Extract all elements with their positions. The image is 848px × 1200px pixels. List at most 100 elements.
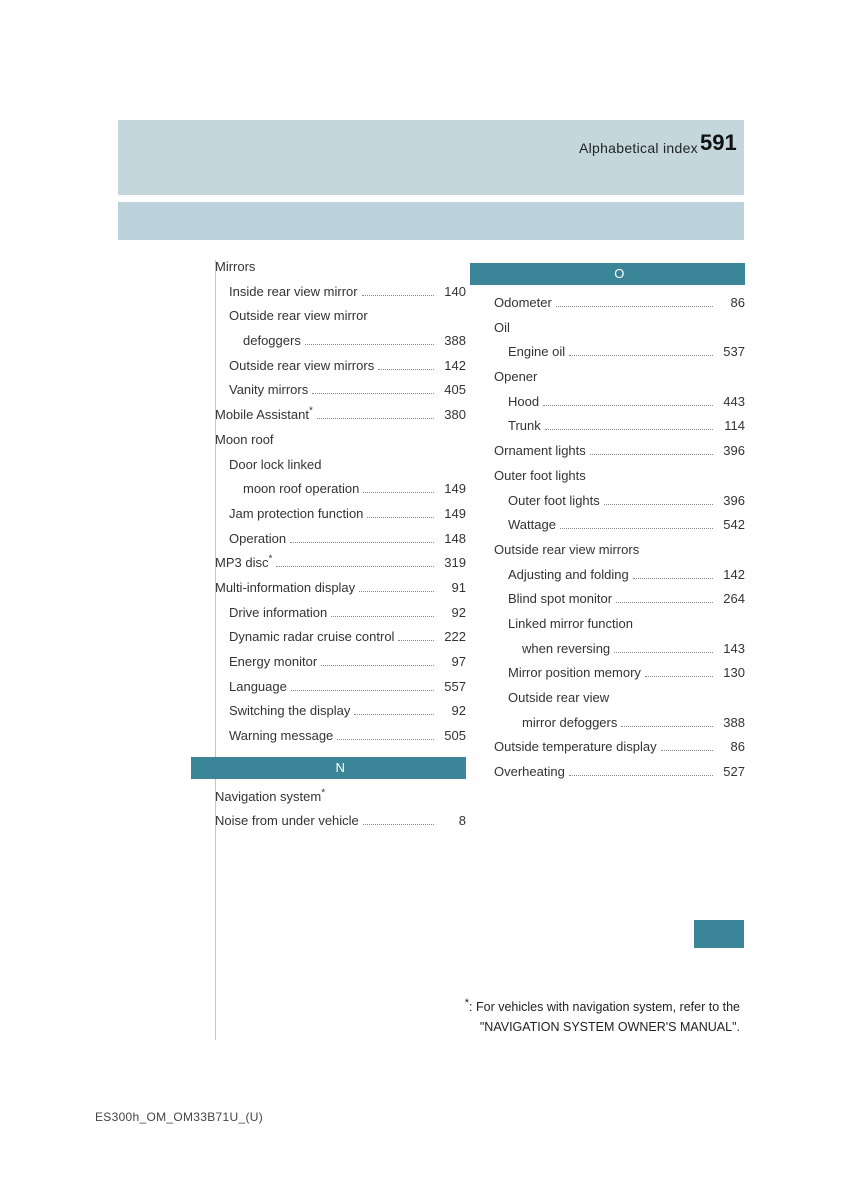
leader-dots bbox=[367, 517, 434, 518]
footnote-line2: "NAVIGATION SYSTEM OWNER'S MANUAL". bbox=[480, 1020, 740, 1034]
entry-label: Multi-information display bbox=[215, 576, 355, 601]
entry-page: 114 bbox=[717, 414, 745, 439]
section-letter: N bbox=[215, 757, 466, 779]
entry-page: 396 bbox=[717, 489, 745, 514]
entry-page: 443 bbox=[717, 390, 745, 415]
index-entry: Door lock linked bbox=[215, 453, 466, 478]
entry-label: when reversing bbox=[494, 637, 610, 662]
letter-tab bbox=[191, 757, 215, 779]
section-title: Alphabetical index bbox=[118, 140, 698, 156]
index-entry: Outer foot lights bbox=[494, 464, 745, 489]
thumb-tab bbox=[694, 920, 744, 948]
entry-label: Engine oil bbox=[494, 340, 565, 365]
entry-label: Noise from under vehicle bbox=[215, 809, 359, 834]
entry-page: 143 bbox=[717, 637, 745, 662]
index-entry: Inside rear view mirror 140 bbox=[215, 280, 466, 305]
index-entry: Trunk114 bbox=[494, 414, 745, 439]
entry-label: MP3 disc* bbox=[215, 551, 272, 576]
index-entry: Engine oil537 bbox=[494, 340, 745, 365]
index-entry: Energy monitor97 bbox=[215, 650, 466, 675]
entry-label: Warning message bbox=[215, 724, 333, 749]
index-entry: Wattage 542 bbox=[494, 513, 745, 538]
index-entry: Ornament lights 396 bbox=[494, 439, 745, 464]
entry-page: 149 bbox=[438, 477, 466, 502]
entry-label: Mirrors bbox=[215, 255, 255, 280]
entry-label: defoggers bbox=[215, 329, 301, 354]
entry-page: 380 bbox=[438, 403, 466, 428]
entry-label: Mirror position memory bbox=[494, 661, 641, 686]
entry-label: Wattage bbox=[494, 513, 556, 538]
leader-dots bbox=[363, 824, 434, 825]
index-entry: moon roof operation149 bbox=[215, 477, 466, 502]
leader-dots bbox=[614, 652, 713, 653]
entry-label: Operation bbox=[215, 527, 286, 552]
index-entry: Jam protection function 149 bbox=[215, 502, 466, 527]
entry-label: Overheating bbox=[494, 760, 565, 785]
entry-page: 542 bbox=[717, 513, 745, 538]
leader-dots bbox=[354, 714, 434, 715]
entry-label: Energy monitor bbox=[215, 650, 317, 675]
leader-dots bbox=[305, 344, 434, 345]
index-entry: Switching the display92 bbox=[215, 699, 466, 724]
entry-page: 405 bbox=[438, 378, 466, 403]
entry-page: 148 bbox=[438, 527, 466, 552]
leader-dots bbox=[616, 602, 713, 603]
index-entry: Language557 bbox=[215, 675, 466, 700]
leader-dots bbox=[604, 504, 713, 505]
letter-bar: O bbox=[494, 263, 745, 285]
index-entry: Outside rear view mirror bbox=[215, 304, 466, 329]
index-entry: Blind spot monitor264 bbox=[494, 587, 745, 612]
entry-label: Navigation system* bbox=[215, 785, 325, 810]
leader-dots bbox=[545, 429, 713, 430]
entry-label: Oil bbox=[494, 316, 510, 341]
entry-label: Language bbox=[215, 675, 287, 700]
entry-page: 86 bbox=[717, 291, 745, 316]
entry-label: Ornament lights bbox=[494, 439, 586, 464]
index-entry: Mirrors bbox=[215, 255, 466, 280]
asterisk: * bbox=[321, 787, 325, 798]
left-column: MirrorsInside rear view mirror 140Outside… bbox=[215, 255, 466, 834]
footnote: *: For vehicles with navigation system, … bbox=[380, 995, 740, 1037]
index-entry: Linked mirror function bbox=[494, 612, 745, 637]
leader-dots bbox=[556, 306, 713, 307]
entry-page: 92 bbox=[438, 699, 466, 724]
entry-label: Outer foot lights bbox=[494, 489, 600, 514]
entry-label: Outside rear view mirrors bbox=[494, 538, 639, 563]
index-entry: Odometer86 bbox=[494, 291, 745, 316]
index-entry: Moon roof bbox=[215, 428, 466, 453]
index-entry: Outer foot lights 396 bbox=[494, 489, 745, 514]
leader-dots bbox=[621, 726, 713, 727]
index-entry: Navigation system* bbox=[215, 785, 466, 810]
leader-dots bbox=[569, 355, 713, 356]
section-letter: O bbox=[494, 263, 745, 285]
entry-page: 388 bbox=[438, 329, 466, 354]
entry-page: 8 bbox=[438, 809, 466, 834]
index-entry: MP3 disc* 319 bbox=[215, 551, 466, 576]
index-entry: Mobile Assistant*380 bbox=[215, 403, 466, 428]
index-entry: Operation 148 bbox=[215, 527, 466, 552]
leader-dots bbox=[398, 640, 434, 641]
right-column: O Odometer86OilEngine oil537OpenerHood 443… bbox=[494, 255, 745, 834]
entry-label: Drive information bbox=[215, 601, 327, 626]
index-entry: Outside temperature display86 bbox=[494, 735, 745, 760]
document-id: ES300h_OM_OM33B71U_(U) bbox=[95, 1110, 263, 1124]
entry-label: Hood bbox=[494, 390, 539, 415]
leader-dots bbox=[378, 369, 434, 370]
leader-dots bbox=[661, 750, 713, 751]
entry-label: Opener bbox=[494, 365, 537, 390]
index-entry: Opener bbox=[494, 365, 745, 390]
entry-label: Inside rear view mirror bbox=[215, 280, 358, 305]
index-entry: Adjusting and folding142 bbox=[494, 563, 745, 588]
entry-page: 319 bbox=[438, 551, 466, 576]
leader-dots bbox=[633, 578, 713, 579]
entry-label: Outside temperature display bbox=[494, 735, 657, 760]
entry-page: 140 bbox=[438, 280, 466, 305]
index-entry: Dynamic radar cruise control222 bbox=[215, 625, 466, 650]
entry-label: Jam protection function bbox=[215, 502, 363, 527]
leader-dots bbox=[276, 566, 434, 567]
entry-page: 149 bbox=[438, 502, 466, 527]
entry-page: 396 bbox=[717, 439, 745, 464]
leader-dots bbox=[359, 591, 434, 592]
entry-page: 505 bbox=[438, 724, 466, 749]
leader-dots bbox=[291, 690, 434, 691]
